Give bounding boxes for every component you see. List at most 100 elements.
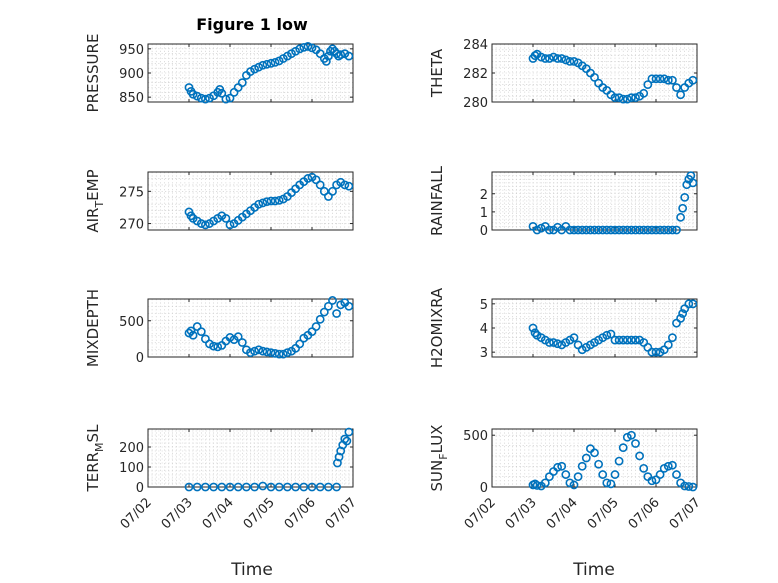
data-point: [655, 74, 665, 84]
data-point: [569, 57, 579, 66]
x-axis-label-right: Time: [572, 560, 615, 580]
series-markers: [184, 296, 354, 359]
data-point: [270, 57, 280, 67]
y-axis-label: PRESSURE: [84, 34, 102, 113]
y-tick-label: 280: [463, 96, 488, 111]
data-point: [606, 479, 616, 489]
data-point: [262, 197, 272, 207]
panel-sun-flux: 0 500 07/02 07/03 07/04 07/05 07/06 07/07 SUNFLU…: [428, 425, 704, 533]
data-point: [233, 482, 243, 492]
data-point: [250, 346, 259, 356]
series-markers: [184, 172, 354, 230]
data-point: [258, 481, 268, 491]
y-tick-label: 900: [119, 67, 144, 82]
data-point: [221, 213, 231, 223]
data-point: [528, 323, 538, 333]
data-point: [668, 460, 677, 470]
data-point: [672, 83, 681, 92]
data-point: [581, 225, 591, 235]
series-markers: [528, 430, 698, 492]
data-point: [643, 80, 653, 89]
data-point: [676, 212, 685, 222]
data-point: [213, 342, 223, 352]
data-point: [688, 482, 698, 492]
data-point: [627, 225, 636, 235]
data-point: [295, 339, 305, 349]
data-point: [573, 472, 583, 482]
axes-box: [491, 428, 698, 488]
data-point: [530, 328, 540, 338]
data-point: [303, 174, 313, 183]
y-tick-label: 500: [119, 315, 144, 330]
data-point: [540, 478, 550, 488]
data-point: [545, 225, 554, 235]
panel-h2omixra: 3 4 5 H2OMIXRA: [428, 287, 698, 368]
data-point: [311, 322, 321, 331]
x-tick-label: 07/02: [118, 495, 155, 532]
data-point: [307, 482, 317, 492]
data-point: [323, 301, 333, 311]
data-point: [299, 482, 309, 492]
data-point: [250, 482, 259, 492]
data-point: [594, 459, 603, 469]
data-point: [663, 75, 673, 85]
data-point: [278, 349, 288, 359]
data-point: [186, 326, 196, 336]
y-tick-label: 200: [119, 441, 144, 456]
data-point: [266, 58, 276, 68]
data-point: [569, 333, 579, 343]
x-tick-label: 07/06: [626, 495, 663, 532]
data-point: [635, 225, 644, 235]
y-axis-label: MIXDEPTH: [84, 289, 102, 367]
panel-theta: 280 282 284 THETA: [428, 38, 698, 111]
y-tick-label: 0: [480, 481, 488, 496]
data-point: [627, 430, 636, 440]
data-point: [627, 335, 636, 345]
data-point: [192, 91, 202, 101]
data-point: [684, 299, 694, 309]
data-point: [282, 482, 292, 492]
panel-rainfall: 0 1 2 RAINFALL: [428, 165, 698, 239]
data-point: [258, 346, 268, 356]
data-point: [295, 44, 305, 54]
y-axis-label: SUNFLUX: [428, 425, 450, 492]
data-point: [569, 480, 579, 490]
data-point: [590, 225, 599, 235]
x-tick-label: 07/07: [323, 495, 360, 532]
data-point: [590, 448, 599, 458]
data-point: [606, 225, 616, 235]
x-tick-label: 07/02: [462, 495, 499, 532]
data-point: [631, 335, 640, 345]
figure-title: Figure 1 low: [196, 15, 308, 34]
data-point: [319, 307, 329, 317]
data-point: [668, 75, 677, 85]
data-point: [274, 349, 284, 359]
data-point: [561, 55, 571, 65]
data-point: [344, 427, 354, 437]
data-point: [225, 482, 235, 492]
data-point: [602, 225, 612, 235]
data-point: [262, 59, 272, 69]
x-tick-label: 07/05: [241, 495, 278, 532]
data-point: [663, 340, 673, 350]
data-point: [598, 470, 608, 479]
data-point: [573, 225, 583, 235]
data-point: [659, 225, 669, 235]
data-point: [200, 482, 210, 492]
data-point: [225, 220, 235, 230]
data-point: [274, 482, 284, 492]
x-axis-label-left: Time: [230, 560, 273, 580]
data-point: [342, 436, 352, 446]
data-point: [688, 299, 698, 309]
data-point: [262, 347, 272, 357]
data-point: [659, 74, 669, 84]
data-point: [614, 225, 624, 235]
data-point: [663, 461, 673, 471]
data-point: [594, 225, 603, 235]
data-point: [651, 225, 661, 235]
data-point: [631, 225, 640, 235]
data-point: [237, 338, 247, 347]
data-point: [328, 296, 337, 305]
data-point: [307, 43, 317, 53]
